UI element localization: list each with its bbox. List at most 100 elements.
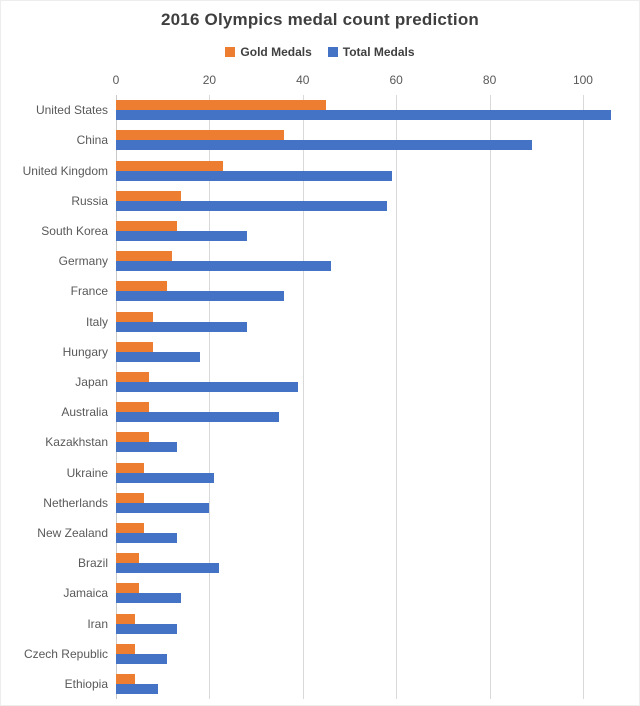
category-label: South Korea — [41, 223, 108, 238]
category-label: Russia — [71, 193, 108, 208]
bar-group — [116, 337, 611, 367]
total-medals-bar — [116, 110, 611, 121]
gridline — [396, 95, 398, 699]
category-label: China — [76, 133, 108, 148]
bar-group — [116, 578, 611, 608]
gold-medals-bar — [116, 522, 145, 533]
bar-group — [116, 608, 611, 638]
total-medals-bar — [116, 442, 177, 453]
bar-group — [116, 639, 611, 669]
gold-medals-bar — [116, 311, 154, 322]
category-label: Kazakhstan — [45, 435, 108, 450]
gold-medals-bar — [116, 190, 182, 201]
category-label: Brazil — [77, 556, 108, 571]
gold-medals-bar — [116, 371, 149, 382]
category-label: Australia — [61, 405, 108, 420]
gold-medals-bar — [116, 251, 173, 262]
bar-group — [116, 518, 611, 548]
category-label: Japan — [75, 374, 108, 389]
gold-medals-bar — [116, 583, 140, 594]
bar-group — [116, 427, 611, 457]
category-labels: United States China United Kingdom Russia So… — [1, 95, 116, 699]
gold-medals-bar — [116, 220, 177, 231]
gold-medals-bar — [116, 673, 135, 684]
legend-swatch-icon — [327, 47, 338, 57]
gold-medals-bar — [116, 492, 145, 503]
total-medals-bar — [116, 381, 299, 392]
category-label: Ethiopia — [64, 676, 108, 691]
gridline — [489, 95, 491, 699]
total-medals-bar — [116, 532, 177, 543]
total-medals-bar — [116, 653, 168, 664]
category-label: France — [70, 284, 108, 299]
total-medals-bar — [116, 140, 532, 151]
x-tick-label: 60 — [389, 73, 403, 87]
gridline — [209, 95, 211, 699]
bar-group — [116, 488, 611, 518]
category-label: Italy — [85, 314, 108, 329]
gridline — [582, 95, 584, 699]
category-label: United States — [35, 103, 108, 118]
category-label: Ukraine — [66, 465, 108, 480]
gold-medals-bar — [116, 432, 149, 443]
bar-group — [116, 367, 611, 397]
bar-group — [116, 548, 611, 578]
bar-group — [116, 216, 611, 246]
bar-group — [116, 397, 611, 427]
x-tick-label: 0 — [112, 73, 120, 87]
legend-item: Total Medals — [327, 45, 415, 59]
legend-label: Total Medals — [342, 45, 415, 59]
total-medals-bar — [116, 683, 159, 694]
total-medals-bar — [116, 502, 210, 513]
bar-rows — [116, 95, 611, 699]
plot-area — [116, 95, 611, 699]
bar-group — [116, 155, 611, 185]
gold-medals-bar — [116, 281, 168, 292]
x-tick-label: 80 — [482, 73, 497, 87]
gold-medals-bar — [116, 553, 140, 564]
gold-medals-bar — [116, 100, 327, 111]
total-medals-bar — [116, 593, 182, 604]
total-medals-bar — [116, 200, 387, 211]
total-medals-bar — [116, 291, 285, 302]
gold-medals-bar — [116, 613, 135, 624]
gold-medals-bar — [116, 402, 149, 413]
legend-swatch-icon — [225, 47, 236, 57]
total-medals-bar — [116, 321, 247, 332]
legend-label: Gold Medals — [240, 45, 312, 59]
gold-medals-bar — [116, 462, 145, 473]
total-medals-bar — [116, 261, 331, 272]
category-label: Jamaica — [63, 586, 108, 601]
gold-medals-bar — [116, 643, 135, 654]
total-medals-bar — [116, 351, 201, 362]
total-medals-bar — [116, 472, 215, 483]
category-label: Netherlands — [43, 495, 108, 510]
category-label: New Zealand — [37, 525, 108, 540]
total-medals-bar — [116, 230, 247, 241]
total-medals-bar — [116, 170, 392, 181]
x-tick-label: 20 — [202, 73, 217, 87]
total-medals-bar — [116, 563, 219, 574]
bar-group — [116, 125, 611, 155]
x-axis-ticks: 0 20 40 60 80 100 — [112, 73, 611, 89]
gold-medals-bar — [116, 130, 285, 141]
total-medals-bar — [116, 623, 177, 634]
legend-item: Gold Medals — [225, 45, 312, 59]
category-label: Germany — [58, 254, 108, 269]
total-medals-bar — [116, 412, 280, 423]
bar-group — [116, 457, 611, 487]
bar-group — [116, 306, 611, 336]
category-label: United Kingdom — [22, 163, 108, 178]
bar-group — [116, 276, 611, 306]
category-label: Czech Republic — [23, 646, 108, 661]
category-label: Iran — [87, 616, 108, 631]
category-label: Hungary — [62, 344, 108, 359]
gridline — [116, 95, 117, 699]
chart-title: 2016 Olympics medal count prediction — [160, 10, 479, 29]
x-tick-label: 100 — [572, 73, 593, 87]
legend: Gold Medals Total Medals — [1, 45, 639, 59]
gridline — [302, 95, 304, 699]
x-tick-label: 40 — [296, 73, 310, 87]
bar-group — [116, 669, 611, 699]
